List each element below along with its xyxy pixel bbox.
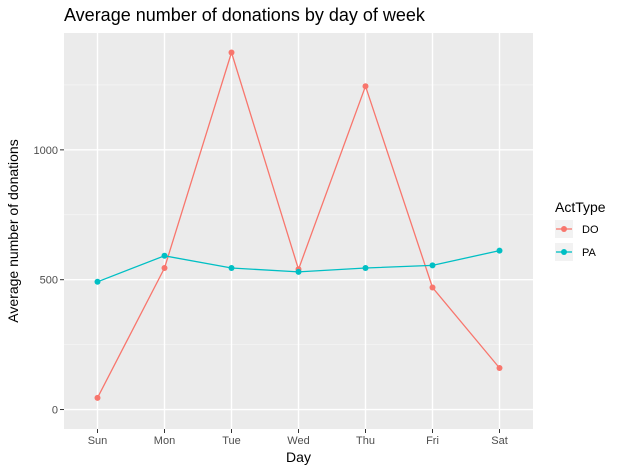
data-point-pa [94, 278, 101, 285]
data-point-pa [362, 265, 369, 272]
legend: ActType DO PA [555, 199, 606, 261]
major-gridlines [64, 33, 533, 429]
y-axis: 0 500 1000 [34, 145, 64, 417]
x-tick-label: Tue [222, 435, 241, 447]
series-points [94, 49, 503, 401]
x-tick-label: Wed [287, 435, 309, 447]
data-point-pa [496, 247, 503, 254]
chart-title: Average number of donations by day of we… [64, 5, 426, 25]
data-point-do [496, 364, 503, 371]
x-tick-label: Mon [154, 435, 175, 447]
data-point-pa [295, 268, 302, 275]
x-tick-label: Thu [356, 435, 375, 447]
legend-key-point [561, 226, 567, 232]
y-tick-label: 500 [40, 275, 58, 287]
x-axis: Sun Mon Tue Wed Thu Fri Sat [88, 429, 508, 447]
legend-key-do [555, 220, 573, 238]
data-point-pa [429, 262, 436, 269]
x-tick-label: Sat [491, 435, 508, 447]
data-point-do [161, 265, 168, 272]
y-axis-label: Average number of donations [5, 139, 21, 322]
x-axis-label: Day [286, 449, 311, 465]
data-point-pa [161, 252, 168, 259]
legend-title: ActType [555, 199, 606, 215]
y-tick-label: 0 [52, 405, 58, 417]
legend-items: DO PA [555, 220, 599, 261]
data-point-pa [228, 265, 235, 272]
data-point-do [94, 394, 101, 401]
y-tick-label: 1000 [34, 145, 58, 157]
x-tick-label: Fri [426, 435, 439, 447]
legend-label: PA [582, 247, 597, 259]
legend-key-point [561, 249, 567, 255]
legend-label: DO [582, 224, 599, 236]
data-point-do [429, 284, 436, 291]
data-point-do [362, 83, 369, 90]
x-tick-label: Sun [88, 435, 108, 447]
legend-key-pa [555, 243, 573, 261]
data-point-do [228, 49, 235, 56]
